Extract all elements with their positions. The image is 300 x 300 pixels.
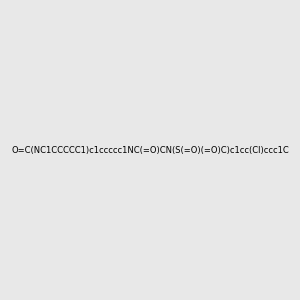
Text: O=C(NC1CCCCC1)c1ccccc1NC(=O)CN(S(=O)(=O)C)c1cc(Cl)ccc1C: O=C(NC1CCCCC1)c1ccccc1NC(=O)CN(S(=O)(=O)… (11, 146, 289, 154)
